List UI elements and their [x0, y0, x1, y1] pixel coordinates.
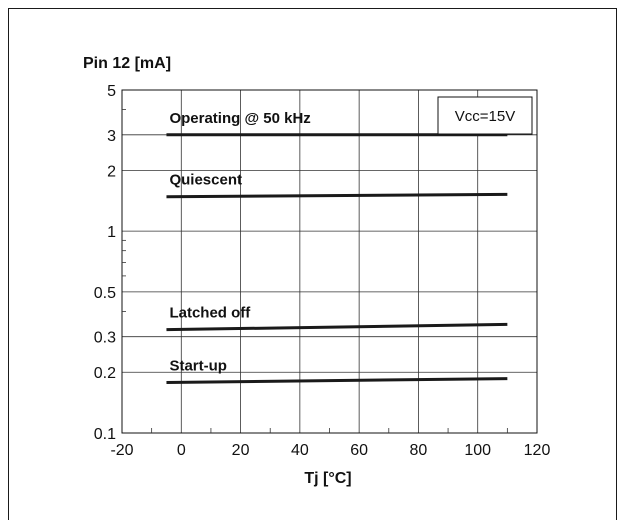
- legend-box: [437, 96, 533, 135]
- series-label: Start-up: [169, 357, 227, 374]
- y-tick-labels: 0.1 0.2 0.3 0.5 1 2 3 5: [94, 83, 116, 443]
- x-tick-label: 20: [232, 442, 250, 459]
- legend-text: Vcc=15V: [455, 108, 515, 125]
- y-tick-label: 3: [107, 128, 116, 145]
- x-tick-label: 100: [464, 442, 491, 459]
- y-tick-label: 5: [107, 83, 116, 100]
- series-line: [166, 377, 508, 384]
- y-tick-label: 1: [107, 224, 116, 241]
- series-label: Operating @ 50 kHz: [169, 110, 310, 127]
- legend: Vcc=15V: [437, 96, 533, 135]
- x-tick-label: 120: [524, 442, 551, 459]
- y-tick-label: 0.2: [94, 365, 116, 382]
- y-tick-label: 2: [107, 163, 116, 180]
- series-line: [166, 192, 508, 199]
- series-line: [166, 322, 508, 332]
- y-axis-title: Pin 12 [mA]: [83, 55, 171, 72]
- x-tick-label: -20: [110, 442, 133, 459]
- x-tick-label: 80: [410, 442, 428, 459]
- minor-ticks: [122, 109, 508, 433]
- chart-frame: [8, 8, 617, 520]
- series-labels: Operating @ 50 kHz Quiescent Latched off St…: [169, 110, 310, 375]
- y-tick-label: 0.5: [94, 285, 116, 302]
- y-tick-label: 0.1: [94, 426, 116, 443]
- x-axis-title: Tj [°C]: [304, 470, 351, 487]
- y-tick-label: 0.3: [94, 330, 116, 347]
- series-label: Latched off: [169, 305, 251, 322]
- x-tick-labels: -20 0 20 40 60 80 100 120: [110, 442, 550, 459]
- series-lines: [166, 133, 508, 384]
- x-tick-label: 40: [291, 442, 309, 459]
- series-label: Quiescent: [169, 172, 242, 189]
- x-tick-label: 60: [350, 442, 368, 459]
- x-tick-label: 0: [177, 442, 186, 459]
